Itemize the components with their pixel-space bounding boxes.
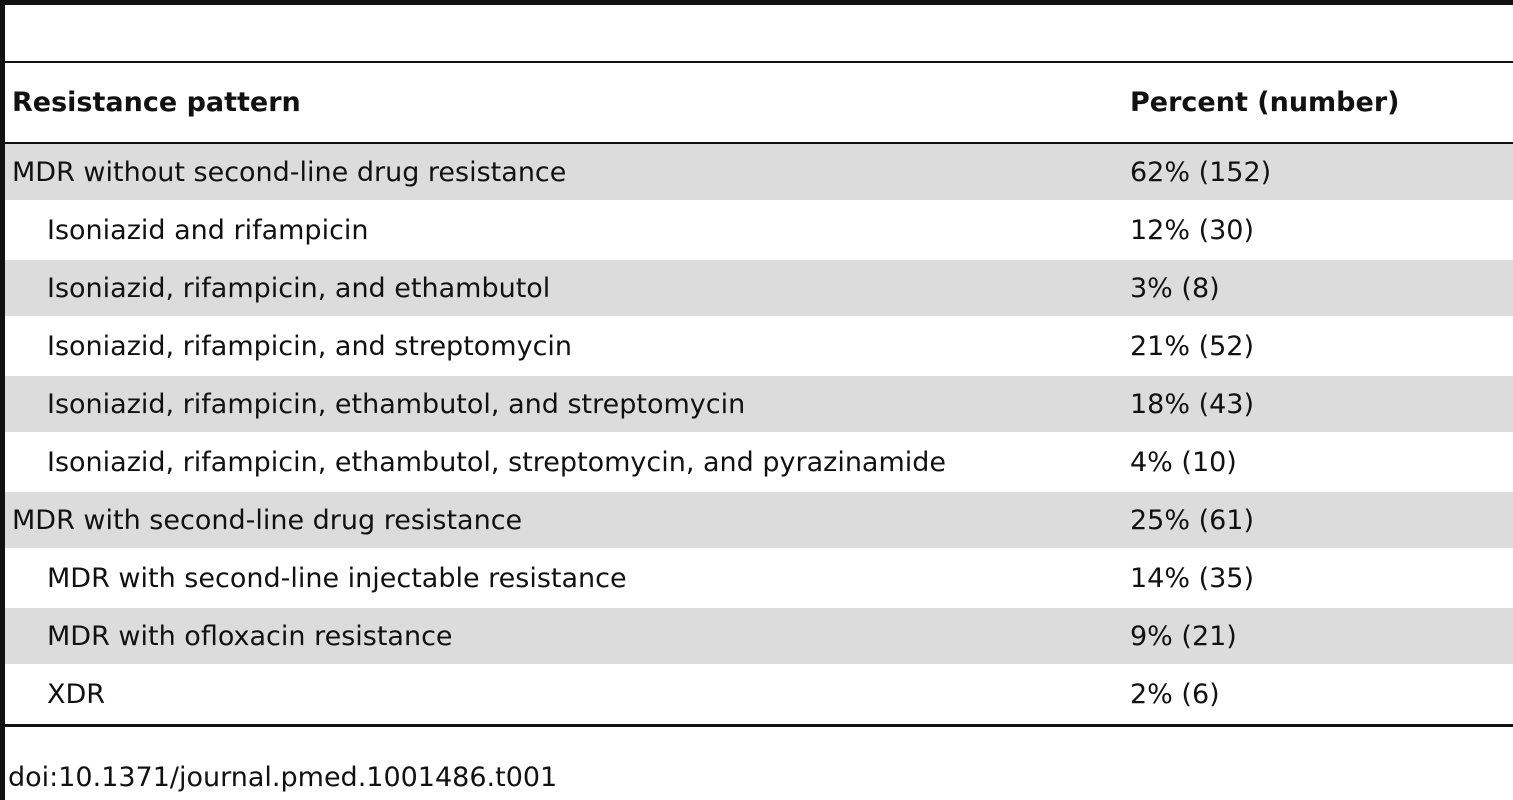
table-row: XDR 2% (6) [5, 666, 1513, 724]
left-border [0, 0, 5, 800]
header-resistance-pattern: Resistance pattern [12, 87, 301, 118]
doi-footer: doi:10.1371/journal.pmed.1001486.t001 [8, 762, 558, 793]
cell-percent-number: 62% (152) [1130, 156, 1272, 188]
cell-resistance-pattern: Isoniazid and rifampicin [47, 214, 369, 246]
table-row: Isoniazid, rifampicin, ethambutol, and s… [5, 376, 1513, 434]
cell-resistance-pattern: Isoniazid, rifampicin, ethambutol, and s… [47, 388, 746, 420]
cell-percent-number: 12% (30) [1130, 214, 1255, 246]
cell-resistance-pattern: XDR [47, 678, 106, 710]
table-row: MDR with second-line drug resistance 25% … [5, 492, 1513, 550]
table-row: Isoniazid, rifampicin, ethambutol, strep… [5, 434, 1513, 492]
cell-percent-number: 2% (6) [1130, 678, 1220, 710]
header-percent-number: Percent (number) [1130, 87, 1400, 118]
cell-percent-number: 9% (21) [1130, 620, 1237, 652]
header-top-rule [5, 61, 1513, 63]
cell-percent-number: 18% (43) [1130, 388, 1255, 420]
table-row: MDR with second-line injectable resistan… [5, 550, 1513, 608]
cell-resistance-pattern: MDR with second-line drug resistance [12, 504, 523, 536]
table-bottom-rule [5, 724, 1513, 727]
table-row: MDR with ofloxacin resistance 9% (21) [5, 608, 1513, 666]
cell-resistance-pattern: MDR with second-line injectable resistan… [47, 562, 627, 594]
resistance-table: Resistance pattern Percent (number) MDR … [0, 0, 1513, 727]
cell-percent-number: 25% (61) [1130, 504, 1255, 536]
table-body: MDR without second-line drug resistance 6… [5, 144, 1513, 724]
table-row: Isoniazid, rifampicin, and streptomycin 2… [5, 318, 1513, 376]
table-row: MDR without second-line drug resistance 6… [5, 144, 1513, 202]
cell-resistance-pattern: Isoniazid, rifampicin, ethambutol, strep… [47, 446, 947, 478]
table-row: Isoniazid and rifampicin 12% (30) [5, 202, 1513, 260]
table-header-row: Resistance pattern Percent (number) [5, 63, 1513, 144]
cell-percent-number: 3% (8) [1130, 272, 1220, 304]
cell-resistance-pattern: MDR with ofloxacin resistance [47, 620, 453, 652]
cell-percent-number: 14% (35) [1130, 562, 1255, 594]
table-row: Isoniazid, rifampicin, and ethambutol 3% … [5, 260, 1513, 318]
table-top-rule [0, 0, 1513, 5]
cell-resistance-pattern: Isoniazid, rifampicin, and streptomycin [47, 330, 573, 362]
cell-resistance-pattern: MDR without second-line drug resistance [12, 156, 567, 188]
table-caption-space [5, 5, 1513, 61]
cell-resistance-pattern: Isoniazid, rifampicin, and ethambutol [47, 272, 551, 304]
cell-percent-number: 21% (52) [1130, 330, 1255, 362]
cell-percent-number: 4% (10) [1130, 446, 1237, 478]
